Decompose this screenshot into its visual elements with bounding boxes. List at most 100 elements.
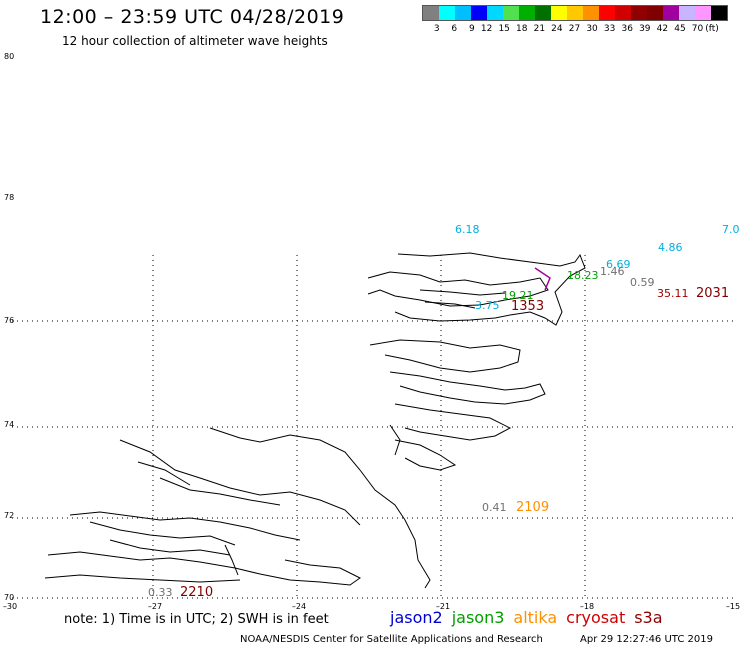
- legend-swatch: [695, 6, 711, 20]
- longitude-tick-label: –18: [580, 602, 594, 611]
- legend-tick-label: 30: [586, 24, 598, 34]
- legend-tick-label: 3: [433, 24, 440, 34]
- legend-tick-label: 24: [551, 24, 563, 34]
- wave-height-value: 7.00: [722, 223, 740, 236]
- satellite-name: s3a: [634, 608, 663, 627]
- coast-segment: [394, 439, 457, 471]
- satellite-name: jason3: [451, 608, 505, 627]
- legend-swatch: [583, 6, 599, 20]
- legend-tick-label: 9: [469, 24, 475, 34]
- legend-tick-label: 15: [498, 24, 510, 34]
- wave-height-value: 18.23: [567, 269, 599, 282]
- generated-timestamp: Apr 29 12:27:46 UTC 2019: [580, 634, 713, 645]
- wave-height-value: 0.59: [630, 276, 655, 289]
- coast-segment: [367, 271, 549, 307]
- legend-tick-label: 27: [568, 24, 581, 34]
- coast-segment: [394, 403, 512, 441]
- coast-segment: [369, 339, 521, 373]
- legend-tick-label: 70: [691, 24, 704, 34]
- legend-swatch: [711, 6, 727, 20]
- coast-segment: [69, 511, 301, 541]
- longitude-tick-label: –15: [726, 602, 740, 611]
- legend-tick-label: 36: [621, 24, 633, 34]
- credit-line: NOAA/NESDIS Center for Satellite Applica…: [240, 634, 543, 645]
- wave-height-legend: 3 6 9 12 15 18 21 24 27 30 33 36 39 42 45 70 (ft): [422, 5, 728, 34]
- coast-segment: [89, 521, 236, 556]
- legend-swatch: [647, 6, 663, 20]
- legend-tick-labels: 3 6 9 12 15 18 21 24 27 30 33 36 39 42 45 70 (ft): [422, 24, 728, 34]
- legend-tick-label: 45: [674, 24, 686, 34]
- legend-swatch: [631, 6, 647, 20]
- satellite-track: [534, 267, 551, 291]
- coastline: [44, 252, 586, 589]
- satellite-name: jason2: [390, 608, 443, 627]
- legend-color-bar: [422, 5, 728, 21]
- satellite-legend: jason2 jason3 altika cryosat s3a: [390, 608, 672, 627]
- legend-swatch: [679, 6, 695, 20]
- legend-swatch: [423, 6, 439, 20]
- legend-swatch: [551, 6, 567, 20]
- wave-height-value: 1.46: [600, 265, 625, 278]
- wave-height-value: 4.86: [658, 241, 683, 254]
- legend-tick-label: 12: [480, 24, 493, 34]
- latitude-tick-label: 80: [4, 52, 14, 61]
- coast-segment: [419, 289, 506, 309]
- coast-segment: [394, 252, 586, 326]
- coast-segment: [389, 424, 401, 456]
- legend-tick-label: 33: [603, 24, 616, 34]
- pass-time-label: 2031: [696, 286, 729, 301]
- wave-height-value: 6.18: [455, 223, 480, 236]
- pass-time-label: 2210: [180, 585, 213, 600]
- wave-height-value: 35.11: [657, 287, 689, 300]
- legend-swatch: [615, 6, 631, 20]
- legend-swatch: [519, 6, 535, 20]
- legend-swatch: [439, 6, 455, 20]
- legend-tick-label: 6: [451, 24, 458, 34]
- legend-swatch: [535, 6, 551, 20]
- longitude-tick-label: –21: [436, 602, 450, 611]
- coast-segment: [224, 544, 239, 576]
- legend-swatch: [487, 6, 503, 20]
- axis-labels: –30 –27 –24 –21 –18 –15 80 78 76 74 72 70: [3, 52, 740, 611]
- latitude-tick-label: 72: [4, 511, 14, 520]
- wave-height-value: 19.21: [502, 289, 534, 302]
- longitude-tick-label: –24: [292, 602, 306, 611]
- legend-swatch: [471, 6, 487, 20]
- satellite-name: cryosat: [566, 608, 626, 627]
- legend-swatch: [455, 6, 471, 20]
- latitude-tick-label: 74: [4, 420, 14, 429]
- coast-segment: [137, 461, 281, 506]
- satellite-name: altika: [513, 608, 558, 627]
- longitude-tick-label: –27: [148, 602, 162, 611]
- legend-swatch: [599, 6, 615, 20]
- latitude-tick-label: 76: [4, 316, 14, 325]
- legend-tick-label: 39: [639, 24, 651, 34]
- latitude-tick-label: 70: [4, 593, 14, 602]
- wave-height-value: 0.33: [148, 586, 173, 599]
- coast-segment: [209, 427, 431, 589]
- graticule: [12, 255, 736, 600]
- legend-swatch: [503, 6, 519, 20]
- footnote: note: 1) Time is in UTC; 2) SWH is in fe…: [64, 612, 329, 627]
- legend-tick-label: 18: [516, 24, 528, 34]
- longitude-tick-label: –30: [3, 602, 17, 611]
- legend-swatch: [663, 6, 679, 20]
- legend-tick-label: 42: [656, 24, 669, 34]
- coast-segment: [44, 574, 241, 583]
- latitude-tick-label: 78: [4, 193, 14, 202]
- page-title: 12:00 – 23:59 UTC 04/28/2019: [40, 6, 345, 28]
- pass-time-label: 1353: [511, 299, 544, 314]
- coast-segment: [47, 551, 361, 586]
- legend-tick-label: 21: [533, 24, 546, 34]
- coast-segment: [119, 439, 361, 526]
- page-subtitle: 12 hour collection of altimeter wave hei…: [62, 34, 328, 48]
- legend-unit-label: (ft): [705, 24, 719, 34]
- wave-height-value: 0.41: [482, 501, 507, 514]
- wave-height-value: 6.69: [606, 258, 631, 271]
- legend-swatch: [567, 6, 583, 20]
- wave-height-value: 3.75: [475, 299, 500, 312]
- pass-time-label: 2109: [516, 500, 549, 515]
- coast-segment: [389, 371, 546, 405]
